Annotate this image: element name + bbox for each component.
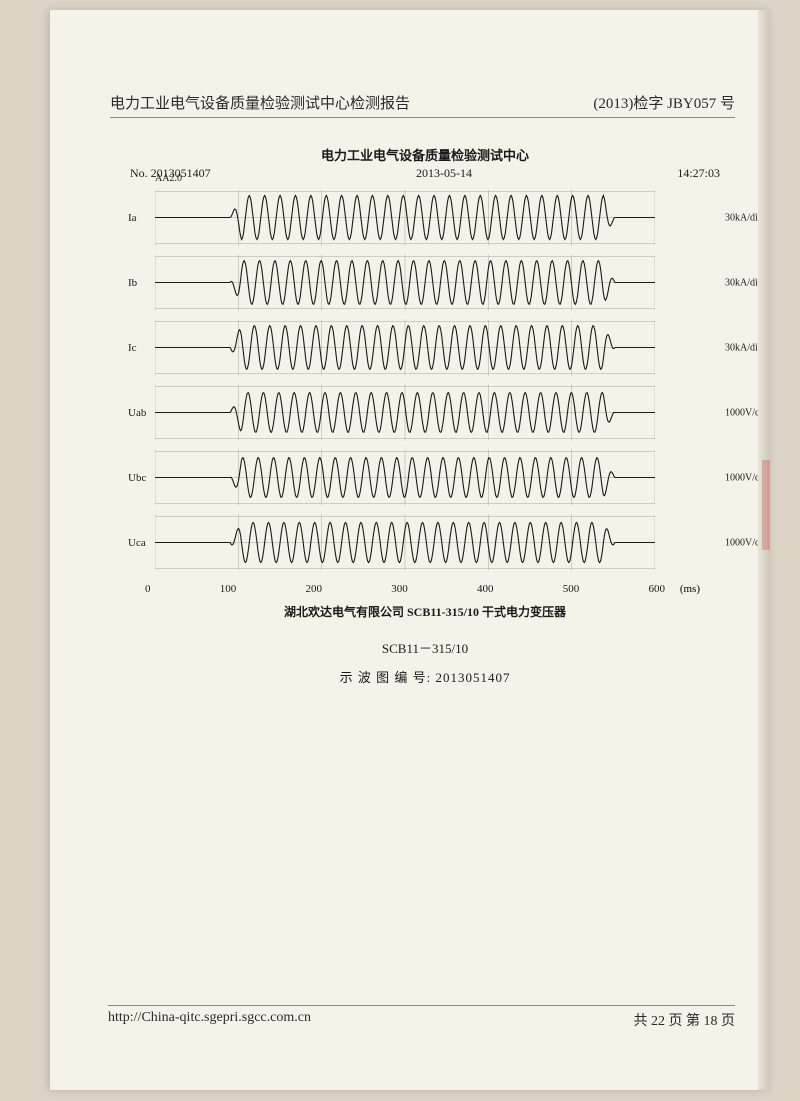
- x-tick: 400: [477, 583, 494, 595]
- plot-area: AA2.0 Ia30kA/divIb30kA/divIc30kA/divUab1…: [125, 185, 725, 575]
- channel-scale: 1000V/div: [725, 472, 780, 483]
- aa-label: AA2.0: [155, 173, 182, 184]
- model-line: SCB11－315/10: [125, 638, 725, 657]
- waveform: [155, 315, 655, 380]
- x-unit: (ms): [680, 583, 700, 595]
- channel-label: Ia: [128, 212, 137, 224]
- x-tick: 100: [220, 583, 237, 595]
- chart-caption: 湖北欢达电气有限公司 SCB11-315/10 干式电力变压器: [125, 603, 725, 620]
- chart-time: 14:27:03: [677, 166, 720, 181]
- page-edge-shadow: [758, 10, 770, 1090]
- report-page: 电力工业电气设备质量检验测试中心检测报告 (2013)检字 JBY057 号 电…: [50, 10, 770, 1090]
- channel-row: Uca1000V/div: [125, 510, 725, 575]
- header-left: 电力工业电气设备质量检验测试中心检测报告: [110, 92, 410, 113]
- channel-row: Ubc1000V/div: [125, 445, 725, 510]
- chart-title: 电力工业电气设备质量检验测试中心: [125, 145, 725, 164]
- page-header: 电力工业电气设备质量检验测试中心检测报告 (2013)检字 JBY057 号: [110, 92, 735, 118]
- x-tick: 300: [391, 583, 408, 595]
- channel-scale: 30kA/div: [725, 277, 780, 288]
- red-stamp-edge: [762, 460, 770, 550]
- channel-row: Ia30kA/div: [125, 185, 725, 250]
- oscillogram-chart: 电力工业电气设备质量检验测试中心 No. 2013051407 2013-05-…: [125, 145, 725, 686]
- channel-row: Uab1000V/div: [125, 380, 725, 445]
- waveform: [155, 185, 655, 250]
- channel-label: Ic: [128, 342, 137, 354]
- channel-scale: 1000V/div: [725, 407, 780, 418]
- channel-scale: 30kA/div: [725, 212, 780, 223]
- oscillogram-id: 示 波 图 编 号: 2013051407: [125, 667, 725, 686]
- x-tick: 500: [563, 583, 580, 595]
- channel-scale: 1000V/div: [725, 537, 780, 548]
- channel-label: Ib: [128, 277, 137, 289]
- footer-url: http://China-qitc.sgepri.sgcc.com.cn: [108, 1010, 311, 1030]
- header-right: (2013)检字 JBY057 号: [593, 92, 735, 113]
- waveform: [155, 250, 655, 315]
- x-tick: 200: [306, 583, 323, 595]
- channel-label: Uca: [128, 537, 146, 549]
- x-tick: 0: [145, 583, 151, 595]
- channel-row: Ic30kA/div: [125, 315, 725, 380]
- chart-meta: No. 2013051407 2013-05-14 14:27:03: [125, 166, 725, 181]
- footer-page: 共 22 页 第 18 页: [634, 1010, 736, 1030]
- waveform: [155, 380, 655, 445]
- x-axis: 0100200300400500600 (ms): [145, 583, 665, 595]
- channel-scale: 30kA/div: [725, 342, 780, 353]
- channel-row: Ib30kA/div: [125, 250, 725, 315]
- x-ticks: 0 100 200 300 400 500 600: [145, 583, 665, 595]
- page-footer: http://China-qitc.sgepri.sgcc.com.cn 共 2…: [108, 1005, 735, 1030]
- chart-date: 2013-05-14: [416, 166, 472, 181]
- waveform: [155, 510, 655, 575]
- x-tick: 600: [649, 583, 666, 595]
- channel-label: Uab: [128, 407, 146, 419]
- channel-label: Ubc: [128, 472, 146, 484]
- waveform: [155, 445, 655, 510]
